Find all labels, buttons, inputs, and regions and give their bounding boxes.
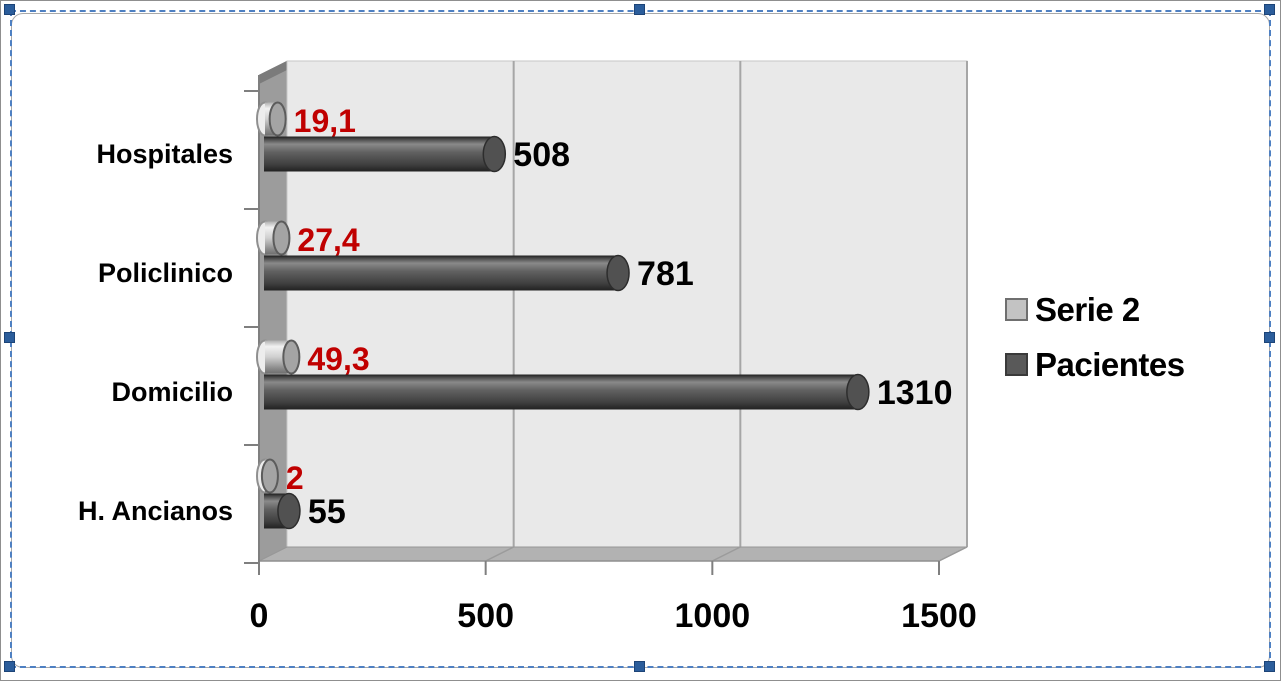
bar-cap[interactable] <box>260 458 279 494</box>
selection-handle-n[interactable] <box>634 4 645 15</box>
data-label-serie-2: 49,3 <box>307 341 369 377</box>
data-label-serie-2: 19,1 <box>294 103 356 139</box>
bar-pacientes-domicilio[interactable] <box>264 374 858 410</box>
selection-handle-s[interactable] <box>634 661 645 672</box>
category-label-hospitales: Hospitales <box>96 139 233 169</box>
data-label-pacientes: 508 <box>513 136 570 174</box>
bar-chart-svg: 19,1 508 Hospitales 27,4 781 Policlinico 49,3 1… <box>78 60 977 635</box>
bar-cap[interactable] <box>482 135 507 173</box>
bar-cap[interactable] <box>846 373 870 411</box>
plot-area <box>286 60 968 548</box>
bar-row-hospitales: 19,1 508 Hospitales <box>96 101 570 174</box>
data-label-serie-2: 2 <box>286 460 304 496</box>
selection-handle-e[interactable] <box>1264 332 1275 343</box>
bar-cap[interactable] <box>277 492 301 530</box>
legend-label-pacientes: Pacientes <box>1035 346 1185 383</box>
bar-row-policlinico: 27,4 781 Policlinico <box>98 220 694 293</box>
legend-swatch-serie2 <box>1005 298 1028 321</box>
legend-item-pacientes[interactable]: Pacientes <box>1005 348 1185 381</box>
bar-pacientes-policlinico[interactable] <box>264 255 619 291</box>
selection-handle-se[interactable] <box>1264 661 1275 672</box>
data-label-pacientes: 1310 <box>877 374 953 412</box>
x-axis-label-1500: 1500 <box>901 597 977 635</box>
legend-swatch-pacientes <box>1005 353 1028 376</box>
bar-pacientes-hospitales[interactable] <box>264 136 495 172</box>
category-label-domicilio: Domicilio <box>111 377 233 407</box>
x-axis-label-0: 0 <box>250 597 269 635</box>
data-label-serie-2: 27,4 <box>297 222 359 258</box>
bar-row-h-ancianos: 255 H. Ancianos <box>78 458 346 531</box>
floor <box>258 546 968 562</box>
selection-handle-w[interactable] <box>4 332 15 343</box>
bar-cap[interactable] <box>268 101 287 137</box>
bar-cap[interactable] <box>606 254 630 292</box>
selection-handle-nw[interactable] <box>4 4 15 15</box>
floor-gridline <box>711 546 741 562</box>
bar-row-domicilio: 49,3 1310 Domicilio <box>111 339 953 412</box>
category-label-h-ancianos: H. Ancianos <box>78 496 233 526</box>
x-axis-label-500: 500 <box>457 597 514 635</box>
category-label-policlinico: Policlinico <box>98 258 233 288</box>
legend-label-serie2: Serie 2 <box>1035 291 1140 328</box>
chart-object[interactable]: 19,1 508 Hospitales 27,4 781 Policlinico 49,3 1… <box>11 13 1270 668</box>
floor-gridline <box>485 546 515 562</box>
wall-top-edge <box>259 61 287 84</box>
bar-cap[interactable] <box>282 339 301 375</box>
selection-handle-sw[interactable] <box>4 661 15 672</box>
data-label-pacientes: 781 <box>637 255 694 293</box>
floor-gridline <box>938 546 968 562</box>
data-label-pacientes: 55 <box>308 493 346 531</box>
selection-handle-ne[interactable] <box>1264 4 1275 15</box>
x-axis-label-1000: 1000 <box>675 597 751 635</box>
legend[interactable]: Serie 2 Pacientes <box>1005 293 1185 381</box>
bar-cap[interactable] <box>272 220 291 256</box>
legend-item-serie2[interactable]: Serie 2 <box>1005 293 1185 326</box>
